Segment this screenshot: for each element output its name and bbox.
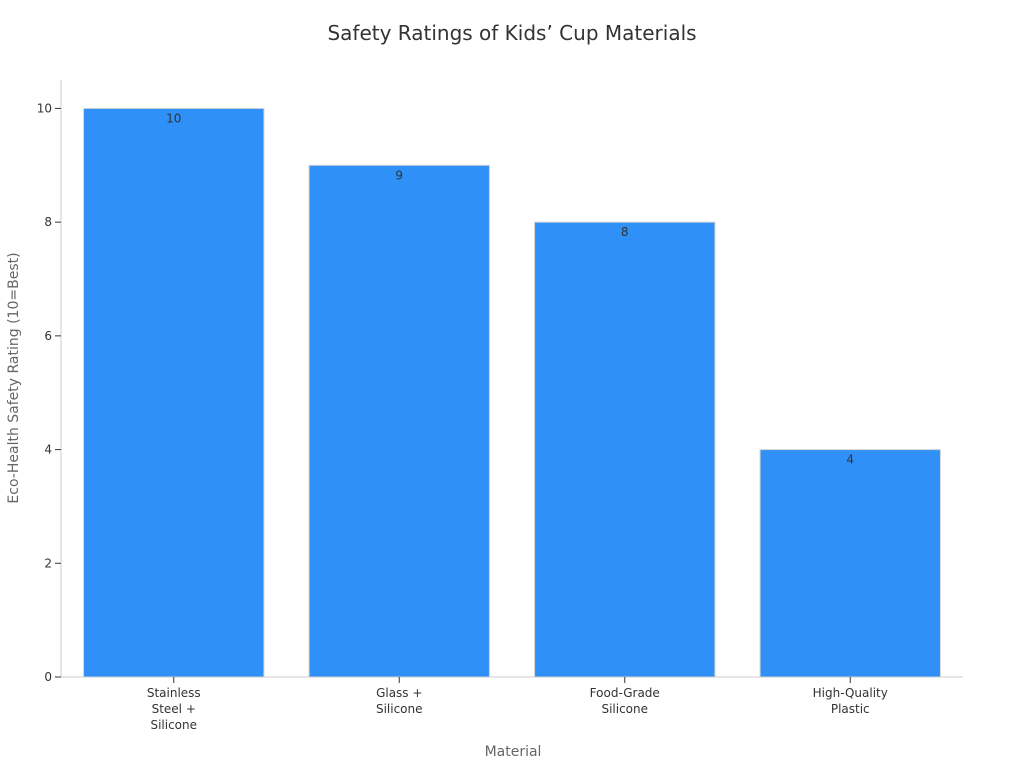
bar-value-label: 9: [395, 168, 403, 182]
y-tick-label: 4: [44, 443, 52, 457]
bar: [308, 164, 490, 678]
x-axis-title: Material: [485, 744, 542, 760]
y-tick-label: 6: [44, 329, 52, 343]
bar: [534, 221, 716, 678]
x-tick-label: Food-Grade Silicone: [590, 686, 660, 716]
bar-value-label: 4: [846, 453, 854, 467]
bar: [83, 107, 265, 678]
data-labels-group: 10 9 8 4: [166, 111, 854, 466]
chart-title: Safety Ratings of Kids’ Cup Materials: [327, 21, 696, 45]
y-tick-label: 10: [37, 101, 52, 115]
y-tick-label: 8: [44, 215, 52, 229]
x-tick-label: Stainless Steel + Silicone: [147, 686, 201, 732]
y-axis-ticks: 0 2 4 6 8 10: [37, 101, 61, 684]
x-tick-label: Glass + Silicone: [376, 686, 423, 716]
bar-value-label: 10: [166, 111, 181, 125]
x-tick-label: High-Quality Plastic: [813, 686, 888, 716]
bar-value-label: 8: [621, 225, 629, 239]
x-axis-ticks: Stainless Steel + Silicone Glass + Silicone F…: [147, 677, 888, 732]
y-tick-label: 0: [44, 670, 52, 684]
bar: [759, 449, 941, 678]
y-axis-title: Eco-Health Safety Rating (10=Best): [6, 252, 22, 503]
y-tick-label: 2: [44, 556, 52, 570]
bars-group: [83, 107, 941, 678]
